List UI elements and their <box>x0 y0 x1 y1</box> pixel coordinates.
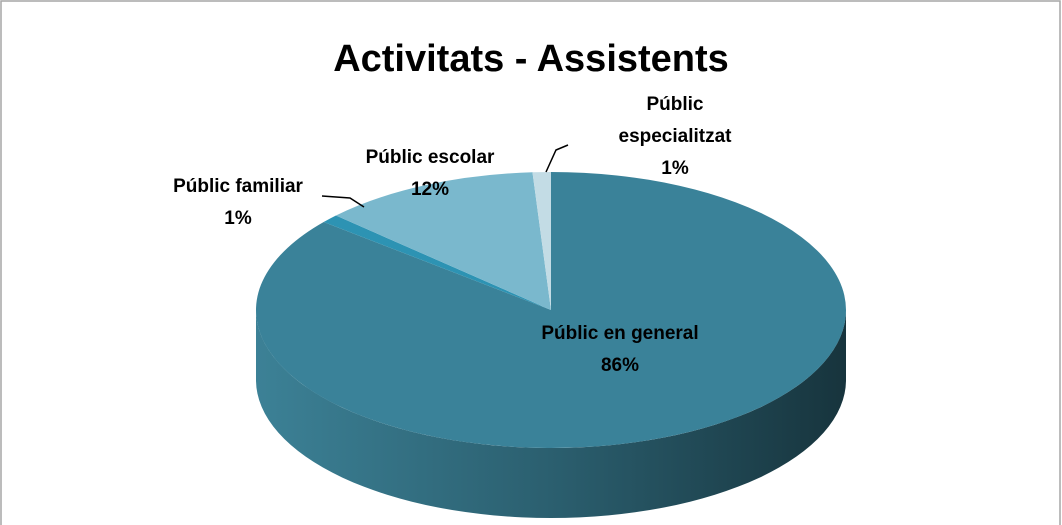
category-label: Públic familiar <box>173 176 303 197</box>
category-label: Públic especialitzat <box>618 94 732 147</box>
slice-side <box>256 310 846 518</box>
leader-line <box>545 144 569 173</box>
slice <box>335 172 551 310</box>
value-label: 12% <box>410 179 450 200</box>
slice <box>532 172 551 310</box>
slice <box>323 215 551 310</box>
value-label: 86% <box>600 355 640 376</box>
data-label: Públic familiar 1% <box>158 171 318 235</box>
chart-title: Activitats - Assistents <box>333 38 729 80</box>
category-label: Públic escolar <box>365 147 495 168</box>
data-label: Públic escolar 12% <box>350 142 510 206</box>
value-label: 1% <box>661 158 689 179</box>
category-label: Públic en general <box>541 323 699 344</box>
data-label: Públic en general 86% <box>540 318 700 382</box>
pie <box>256 172 847 518</box>
value-label: 1% <box>224 208 252 229</box>
leader-line <box>321 195 365 208</box>
data-label: Públic especialitzat 1% <box>600 89 750 185</box>
